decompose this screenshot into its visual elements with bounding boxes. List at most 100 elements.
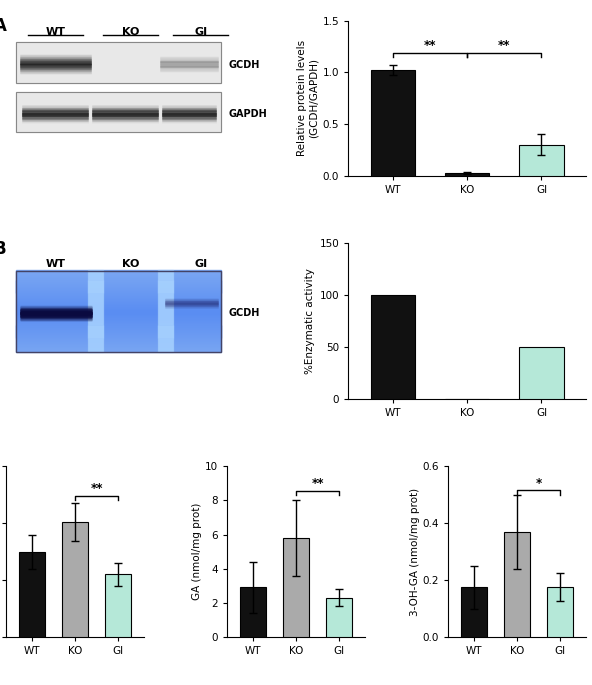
Bar <box>88 332 104 333</box>
Bar <box>16 307 221 308</box>
Bar <box>158 338 173 339</box>
Bar <box>88 278 104 279</box>
Bar <box>158 277 173 279</box>
Bar <box>158 276 173 277</box>
Bar <box>16 330 221 332</box>
Bar <box>158 349 173 350</box>
Bar <box>16 336 221 338</box>
Bar <box>88 303 104 305</box>
Text: GI: GI <box>194 259 207 269</box>
Bar <box>88 270 104 271</box>
Bar <box>88 314 104 315</box>
Bar <box>158 340 173 342</box>
Bar <box>88 349 104 350</box>
Bar <box>158 311 173 312</box>
Bar <box>88 307 104 308</box>
Bar <box>88 288 104 290</box>
Bar <box>16 327 221 329</box>
Text: **: ** <box>311 477 324 490</box>
Text: GI: GI <box>194 27 207 37</box>
Bar <box>16 280 221 282</box>
Bar <box>88 313 104 314</box>
Bar <box>158 320 173 321</box>
Text: KO: KO <box>122 259 140 269</box>
Text: GCDH: GCDH <box>228 308 259 319</box>
Bar <box>88 319 104 321</box>
Bar <box>16 322 221 323</box>
Bar <box>88 286 104 288</box>
Bar <box>16 305 221 306</box>
Bar <box>16 317 221 319</box>
Bar <box>16 290 221 292</box>
Bar <box>88 342 104 344</box>
Bar <box>158 303 173 305</box>
Text: **: ** <box>91 482 103 495</box>
Bar <box>105 575 131 637</box>
Bar <box>504 532 530 637</box>
Bar <box>158 295 173 297</box>
Bar <box>16 342 221 343</box>
Y-axis label: Relative protein levels
(GCDH/GAPDH): Relative protein levels (GCDH/GAPDH) <box>297 40 318 156</box>
Bar <box>88 282 104 284</box>
Bar <box>16 332 221 334</box>
Bar <box>158 279 173 281</box>
Bar <box>158 332 173 334</box>
Bar <box>16 286 221 288</box>
Bar <box>16 346 221 347</box>
Bar <box>16 336 221 337</box>
Bar <box>16 350 221 351</box>
Bar <box>16 340 221 342</box>
Bar <box>16 293 221 295</box>
Bar <box>16 299 221 300</box>
Bar <box>158 334 173 335</box>
Bar <box>519 347 564 399</box>
Bar <box>16 345 221 346</box>
Bar <box>158 350 173 351</box>
Bar <box>88 326 104 327</box>
Bar <box>16 270 221 271</box>
Bar <box>16 338 221 340</box>
Bar <box>158 342 173 344</box>
Bar <box>88 329 104 331</box>
Bar <box>88 309 104 310</box>
Bar <box>158 318 173 319</box>
Bar <box>158 307 173 308</box>
Bar <box>16 288 221 290</box>
Bar <box>88 301 104 303</box>
Bar <box>158 334 173 336</box>
Bar <box>16 338 221 339</box>
Bar <box>88 345 104 346</box>
Bar <box>88 299 104 300</box>
Bar <box>158 348 173 349</box>
Bar <box>16 42 221 83</box>
Bar <box>158 301 173 303</box>
Bar <box>88 290 104 292</box>
Bar <box>158 301 173 302</box>
Bar <box>158 270 173 271</box>
Bar <box>88 327 104 329</box>
Bar <box>158 338 173 340</box>
Bar <box>158 344 173 345</box>
Bar <box>88 334 104 335</box>
Bar <box>519 145 564 176</box>
Bar <box>88 340 104 341</box>
Bar <box>88 351 104 352</box>
Text: *: * <box>536 477 542 490</box>
Bar <box>88 293 104 295</box>
Bar <box>88 336 104 337</box>
Bar <box>158 342 173 343</box>
Bar <box>16 303 221 304</box>
Bar <box>16 295 221 297</box>
Bar <box>158 306 173 307</box>
Bar <box>88 321 104 323</box>
Bar <box>88 336 104 338</box>
Bar <box>88 350 104 351</box>
Bar <box>16 309 221 310</box>
Bar <box>88 279 104 281</box>
Bar <box>158 312 173 313</box>
Bar <box>88 342 104 343</box>
Y-axis label: 3-OH-GA (nmol/mg prot): 3-OH-GA (nmol/mg prot) <box>410 488 420 616</box>
Bar <box>16 310 221 311</box>
Bar <box>158 280 173 282</box>
Bar <box>16 324 221 325</box>
